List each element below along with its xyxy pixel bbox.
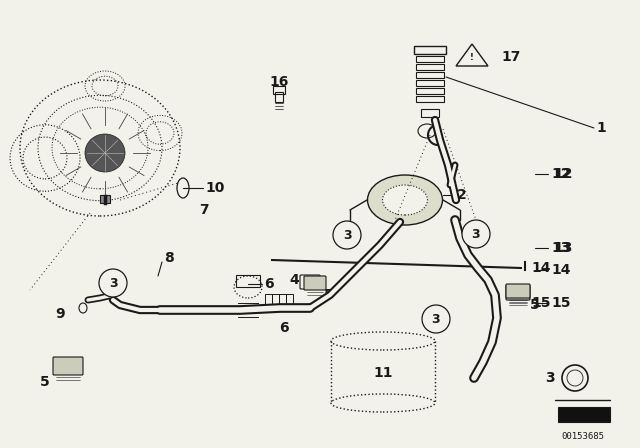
Text: 00153685: 00153685: [561, 431, 605, 440]
Polygon shape: [558, 415, 578, 422]
Text: !: !: [470, 52, 474, 61]
Ellipse shape: [383, 185, 428, 215]
Bar: [100, 195, 110, 203]
Text: 3: 3: [472, 228, 480, 241]
Text: 5: 5: [324, 288, 333, 302]
Bar: [421, 109, 439, 117]
Text: 3: 3: [545, 371, 555, 385]
Text: 6: 6: [264, 277, 274, 291]
Bar: [286, 294, 293, 308]
Text: 6: 6: [279, 321, 289, 335]
Text: 8: 8: [164, 251, 173, 265]
Bar: [279, 294, 286, 308]
Text: 5: 5: [40, 375, 50, 389]
Text: 1: 1: [596, 121, 605, 135]
Bar: [416, 56, 444, 62]
Text: 3: 3: [432, 313, 440, 326]
Ellipse shape: [331, 332, 435, 350]
Text: 12: 12: [553, 167, 573, 181]
Text: 7: 7: [199, 203, 209, 217]
Text: 15: 15: [531, 296, 550, 310]
FancyBboxPatch shape: [53, 357, 83, 375]
Ellipse shape: [85, 134, 125, 172]
Bar: [416, 80, 444, 86]
Bar: [416, 64, 444, 70]
Text: 11: 11: [373, 366, 393, 380]
Text: 17: 17: [501, 50, 520, 64]
Bar: [416, 96, 444, 102]
Text: 5: 5: [530, 298, 540, 312]
Circle shape: [333, 221, 361, 249]
FancyBboxPatch shape: [506, 285, 530, 300]
Bar: [236, 275, 260, 287]
FancyBboxPatch shape: [506, 284, 530, 298]
Circle shape: [422, 305, 450, 333]
Bar: [275, 92, 283, 102]
Text: 3: 3: [342, 228, 351, 241]
Text: 14: 14: [551, 263, 570, 277]
Text: 3: 3: [109, 276, 117, 289]
Text: 14: 14: [531, 261, 550, 275]
Text: 9: 9: [55, 307, 65, 321]
Bar: [416, 72, 444, 78]
Text: 4: 4: [289, 273, 299, 287]
Bar: [265, 294, 272, 308]
Circle shape: [462, 220, 490, 248]
Text: 12: 12: [551, 167, 570, 181]
Text: 10: 10: [205, 181, 225, 195]
Text: 16: 16: [269, 75, 289, 89]
Bar: [273, 86, 285, 94]
Text: 13: 13: [553, 241, 572, 255]
Bar: [414, 46, 446, 54]
Ellipse shape: [331, 394, 435, 412]
Bar: [272, 294, 279, 308]
Ellipse shape: [367, 175, 442, 225]
Text: 2: 2: [457, 188, 467, 202]
Bar: [558, 407, 610, 422]
Text: 13: 13: [551, 241, 570, 255]
FancyBboxPatch shape: [304, 276, 326, 290]
Bar: [416, 88, 444, 94]
Circle shape: [99, 269, 127, 297]
Text: 15: 15: [551, 296, 570, 310]
